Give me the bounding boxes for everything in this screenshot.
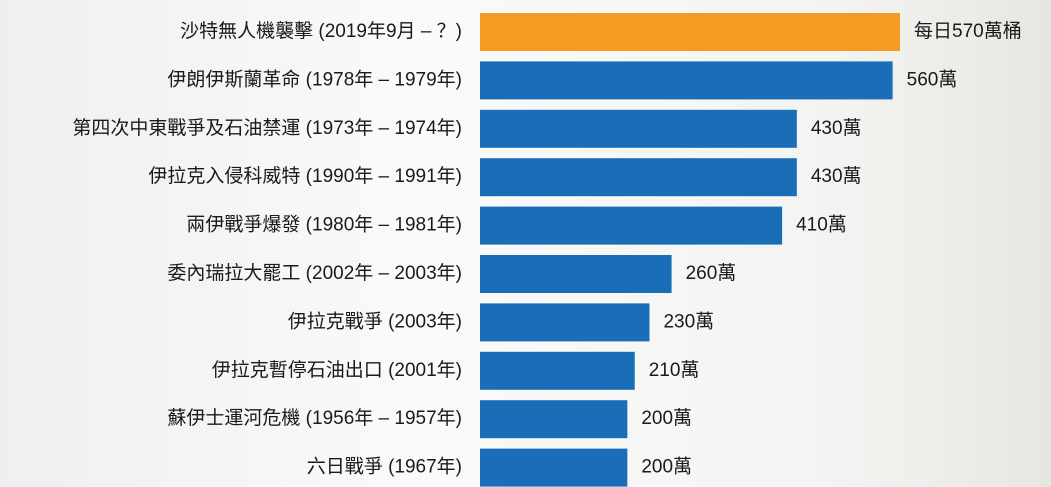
value-label: 200萬 (641, 407, 692, 429)
category-label: 伊拉克暫停石油出口 (2001年) (212, 359, 462, 381)
bar (480, 207, 782, 245)
value-label: 每日570萬桶 (914, 20, 1022, 42)
value-label: 430萬 (811, 165, 862, 187)
bar (480, 449, 627, 487)
value-label: 200萬 (641, 456, 692, 478)
value-label: 230萬 (663, 310, 714, 332)
value-label: 260萬 (686, 262, 737, 284)
bar (480, 13, 900, 51)
bar (480, 400, 627, 438)
category-label: 伊拉克入侵科威特 (1990年 – 1991年) (148, 165, 462, 187)
category-label: 伊拉克戰爭 (2003年) (288, 310, 462, 332)
category-label: 蘇伊士運河危機 (1956年 – 1957年) (167, 407, 462, 429)
bar (480, 303, 649, 341)
value-label: 210萬 (649, 359, 700, 381)
bar (480, 110, 797, 148)
value-label: 560萬 (907, 68, 958, 90)
category-label: 沙特無人機襲擊 (2019年9月 – ？) (180, 20, 462, 42)
category-label: 兩伊戰爭爆發 (1980年 – 1981年) (186, 214, 462, 236)
category-label: 六日戰爭 (1967年) (307, 456, 462, 478)
value-label: 410萬 (796, 214, 847, 236)
bar (480, 158, 797, 196)
category-label: 伊朗伊斯蘭革命 (1978年 – 1979年) (167, 68, 462, 90)
value-label: 430萬 (811, 117, 862, 139)
bar (480, 352, 635, 390)
category-label: 第四次中東戰爭及石油禁運 (1973年 – 1974年) (72, 117, 462, 139)
bar (480, 255, 672, 293)
bar (480, 61, 893, 99)
page: 沙特無人機襲擊 (2019年9月 – ？) 每日570萬桶伊朗伊斯蘭革命 (197… (0, 0, 1051, 487)
category-label: 委內瑞拉大罷工 (2002年 – 2003年) (167, 262, 462, 284)
chart: 沙特無人機襲擊 (2019年9月 – ？) 每日570萬桶伊朗伊斯蘭革命 (197… (0, 0, 1051, 487)
